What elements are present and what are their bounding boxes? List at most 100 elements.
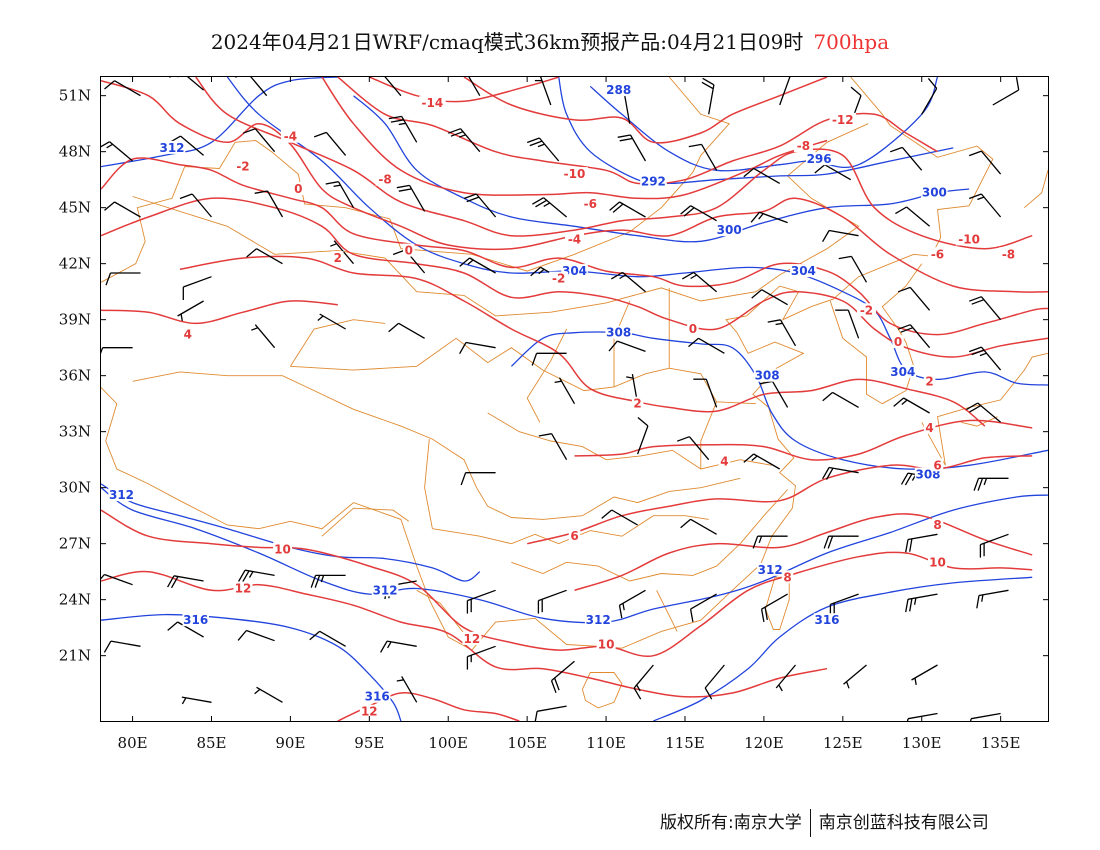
wind-barb [526, 137, 560, 162]
x-tick-label: 85E [196, 734, 226, 752]
boundary-line [961, 416, 998, 427]
height-contour [589, 77, 939, 172]
temperature-contour-label: -6 [584, 197, 597, 211]
y-tick-label: 51N [59, 87, 91, 105]
wind-barb [380, 640, 417, 653]
wind-barb [704, 664, 725, 700]
wind-barb [688, 143, 718, 171]
wind-barb [254, 686, 283, 703]
x-tick-label: 130E [902, 734, 942, 752]
boundary-line [132, 123, 869, 317]
temperature-contour [369, 77, 559, 103]
wind-barb [601, 509, 638, 526]
height-contour-label: 316 [365, 690, 390, 704]
wind-barb [779, 77, 791, 106]
temperature-contour-label: 2 [334, 251, 342, 265]
height-contour-label: 312 [758, 563, 783, 577]
wind-barb [609, 201, 646, 218]
wind-barb [103, 640, 141, 653]
wind-barb [396, 676, 418, 703]
height-contour-label-bg [182, 613, 209, 627]
wind-barb [101, 141, 134, 162]
wind-barb [750, 211, 788, 224]
wind-barb [633, 664, 654, 700]
y-tick-label: 21N [59, 647, 91, 665]
footer: 版权所有:南京大学 南京创蓝科技有限公司 [660, 808, 989, 837]
temperature-contour-label-bg [931, 518, 944, 531]
wind-barb [680, 518, 717, 535]
temperature-contour-label: 2 [633, 397, 641, 411]
wind-barb [760, 593, 788, 623]
temperature-contour-label-bg [999, 247, 1018, 261]
wind-barb [966, 402, 1002, 423]
temperature-contour-label: 6 [933, 458, 941, 472]
temperature-contour-label-bg [332, 251, 344, 265]
wind-barb [617, 134, 647, 162]
height-contour-label-bg [364, 689, 391, 703]
height-contour-label: 288 [606, 83, 631, 97]
temperature-contour [101, 300, 338, 325]
temperature-contour-label-bg [375, 172, 395, 186]
x-tick-label: 80E [118, 734, 148, 752]
temperature-contour-label-bg [403, 243, 415, 257]
wind-barb [538, 433, 568, 461]
wind-barb [610, 271, 646, 293]
wind-barb [743, 167, 781, 184]
wind-barb [466, 645, 496, 670]
boundary-line [424, 439, 433, 529]
wind-barb [466, 589, 496, 614]
height-contour [101, 613, 402, 721]
temperature-contour-label-bg [793, 139, 813, 153]
temperature-contour-label-bg [596, 637, 616, 651]
wind-barb [325, 181, 355, 209]
boundary-line [132, 371, 741, 520]
temperature-contour-label: -10 [564, 167, 586, 181]
y-tick-label: 30N [59, 479, 91, 497]
wind-barb [775, 664, 796, 692]
chart-title: 2024年04月21日WRF/cmaq模式36km预报产品:04月21日09时 7… [0, 26, 1100, 55]
y-tick-label: 27N [59, 535, 91, 553]
wind-barb [743, 453, 781, 470]
height-contour-label-bg [921, 185, 948, 199]
wind-barb [254, 190, 284, 218]
boundary-line [739, 489, 788, 544]
temperature-contour-label: -2 [860, 303, 873, 317]
temperature-contour-label: -8 [1002, 247, 1015, 261]
boundary-line [613, 300, 631, 387]
height-contour-label: 312 [159, 141, 184, 155]
temperature-contour-label-bg [631, 396, 644, 410]
height-contour [226, 77, 1048, 386]
wind-barb [396, 184, 426, 212]
boundary-line [101, 77, 994, 651]
boundary-line [416, 589, 465, 634]
height-contour-label-bg [757, 562, 784, 576]
temperature-contour-label: 10 [929, 555, 946, 569]
wind-barb [970, 712, 1001, 721]
boundary-line [765, 576, 790, 630]
temperature-contour-label-bg [280, 129, 300, 143]
y-tick-label: 45N [59, 199, 91, 217]
wind-barb [531, 352, 567, 366]
temperature-contour [101, 509, 1033, 658]
temperature-contour-label-bg [182, 327, 194, 341]
temperature-contour-label-bg [419, 96, 446, 110]
wind-barb [688, 337, 725, 354]
temperature-contour-label: 0 [894, 335, 902, 349]
wind-barb [104, 80, 141, 97]
wind-barb [897, 324, 931, 349]
height-contour-label-bg [605, 83, 632, 97]
wind-barb [251, 324, 276, 349]
temperature-contour-label-bg [462, 631, 482, 645]
wind-barb [759, 380, 789, 408]
temperature-contour-label-bg [718, 454, 731, 468]
wind-barb [973, 477, 1009, 491]
height-contour-label: 292 [641, 175, 666, 189]
temperature-contour-label: 8 [933, 518, 941, 532]
temperature-contour-label-bg [781, 570, 794, 584]
wind-barb [822, 391, 859, 408]
height-contour-label: 308 [606, 326, 631, 340]
height-contour-label: 296 [807, 152, 832, 166]
wind-barb [101, 347, 133, 354]
